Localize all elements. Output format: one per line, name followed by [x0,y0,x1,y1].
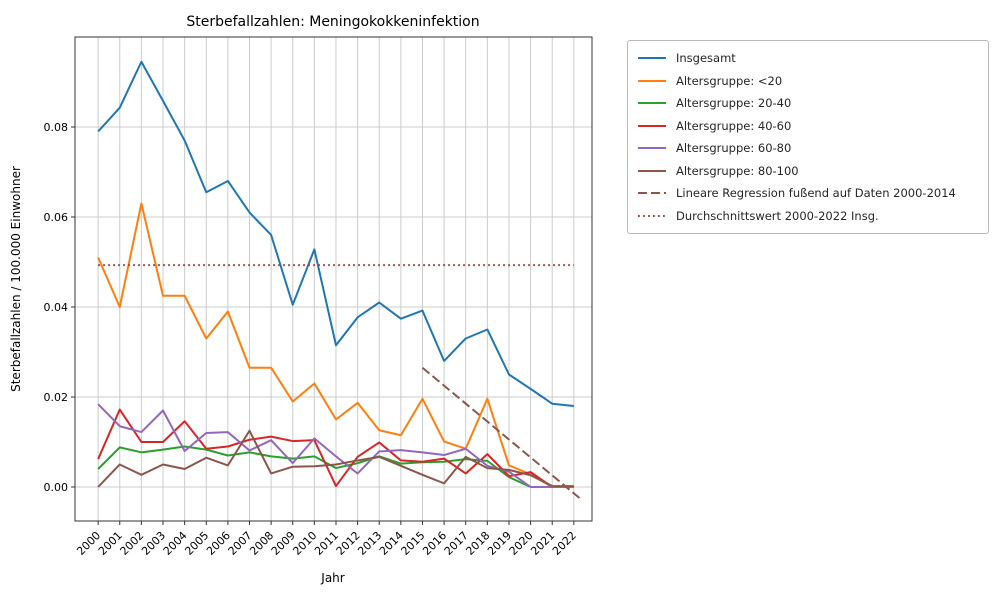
legend-label: Altersgruppe: 40-60 [676,118,792,133]
y-tick-label: 0.04 [44,301,69,314]
y-axis-label: Sterbefallzahlen / 100.000 Einwohner [9,166,23,392]
y-tick-label: 0.00 [44,481,69,494]
legend-item: Altersgruppe: 80-100 [637,160,979,183]
x-tick-label: 2020 [507,529,536,558]
legend-item: Altersgruppe: <20 [637,70,979,93]
legend-item: Altersgruppe: 60-80 [637,137,979,160]
chart-title: Sterbefallzahlen: Meningokokkeninfektion [186,14,479,30]
x-tick-label: 2006 [204,529,233,558]
legend-item: Lineare Regression fußend auf Daten 2000… [637,182,979,205]
x-tick-label: 2005 [182,529,211,558]
grid-layer [75,37,592,521]
legend-line-sample [638,147,666,150]
y-tick-label: 0.06 [44,211,69,224]
x-tick-label: 2010 [290,529,319,558]
legend-item: Durchschnittswert 2000-2022 Insg. [637,205,979,228]
series-layer [97,60,583,501]
x-tick-label: 2009 [269,529,298,558]
x-tick-label: 2014 [377,529,406,558]
legend-label: Altersgruppe: 20-40 [676,96,792,111]
x-tick-label: 2011 [312,529,341,558]
x-tick-label: 2016 [420,529,449,558]
x-tick-label: 2012 [334,529,363,558]
x-tick-label: 2003 [139,529,168,558]
legend-label: Altersgruppe: 60-80 [676,141,792,156]
x-tick-label: 2019 [485,529,514,558]
x-tick-label: 2017 [442,529,471,558]
tick-layer: 2000200120022003200420052006200720082009… [44,121,579,558]
legend-line-sample [638,169,666,172]
legend-label: Lineare Regression fußend auf Daten 2000… [676,186,956,201]
x-axis-label: Jahr [320,571,344,585]
x-tick-label: 2001 [96,529,125,558]
legend-line-sample [638,79,666,82]
x-tick-label: 2021 [528,529,557,558]
legend-item: Altersgruppe: 40-60 [637,115,979,138]
legend-label: Altersgruppe: 80-100 [676,163,799,178]
x-tick-label: 2002 [118,529,147,558]
y-tick-label: 0.02 [44,391,69,404]
legend-label: Altersgruppe: <20 [676,73,783,88]
x-tick-label: 2022 [550,529,579,558]
legend-line-sample [638,57,666,60]
x-tick-label: 2015 [399,529,428,558]
series-line [97,202,574,488]
legend-line-sample [638,192,666,195]
series-line [97,60,574,407]
series-line [97,408,574,488]
legend-label: Durchschnittswert 2000-2022 Insg. [676,208,879,223]
x-tick-label: 2000 [74,529,103,558]
series-line [97,445,574,488]
series-line [421,366,583,501]
legend-line-sample [638,214,666,217]
x-tick-label: 2018 [463,529,492,558]
legend-line-sample [638,102,666,105]
legend-item: Insgesamt [637,47,979,70]
x-tick-label: 2007 [226,529,255,558]
series-line [97,429,574,488]
y-tick-label: 0.08 [44,121,69,134]
legend-line-sample [638,124,666,127]
x-tick-label: 2013 [355,529,384,558]
legend: Insgesamt Altersgruppe: <20 Altersgruppe: … [627,40,989,234]
legend-item: Altersgruppe: 20-40 [637,92,979,115]
x-tick-label: 2004 [161,529,190,558]
plot-frame [74,36,593,522]
legend-label: Insgesamt [676,51,736,66]
x-tick-label: 2008 [247,529,276,558]
